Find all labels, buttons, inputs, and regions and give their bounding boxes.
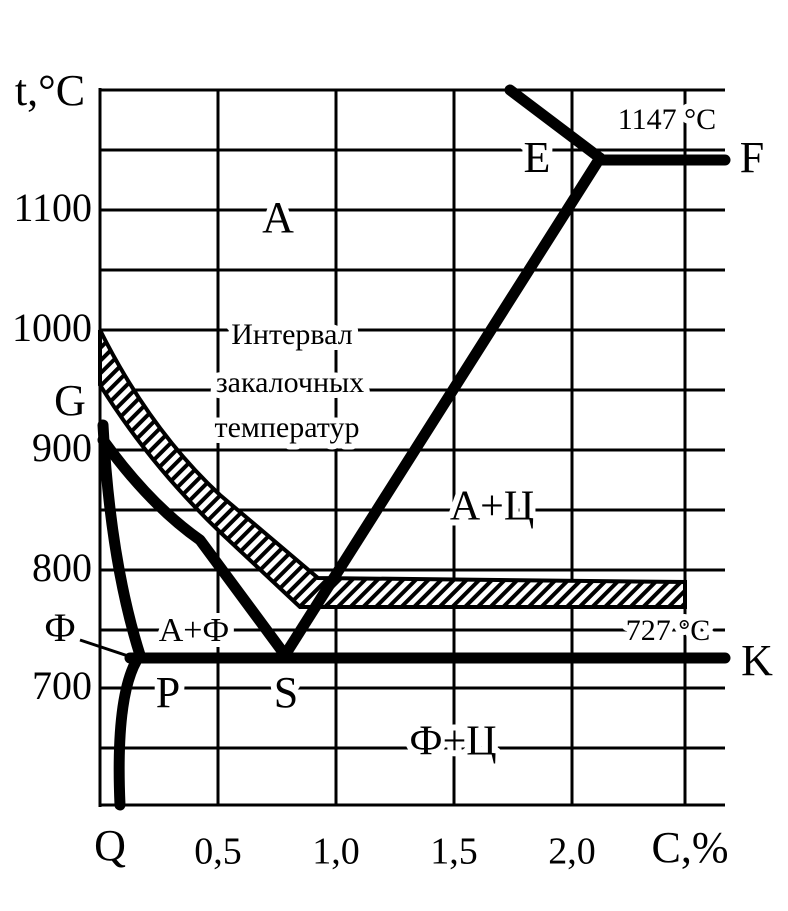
phase-lines <box>79 84 731 811</box>
labels: t,°C 1100 1000 900 800 700 Q 0,5 1,0 1,5… <box>6 60 773 873</box>
y-tick-label: 1000 <box>12 305 92 350</box>
region-label: A+Ц <box>450 484 534 530</box>
x-tick-label: Q <box>94 821 126 870</box>
interval-label: закалочных <box>216 366 364 399</box>
point-label: S <box>274 668 298 717</box>
point-label: K <box>741 636 773 685</box>
temperature-label: 727 °C <box>626 614 711 647</box>
interval-label: температур <box>214 411 359 444</box>
x-tick-label: 1,5 <box>430 831 478 873</box>
region-label: Ф+Ц <box>409 719 496 765</box>
x-tick-label: 0,5 <box>194 831 242 873</box>
point-label: P <box>156 668 180 717</box>
y-tick-label: 900 <box>32 425 92 470</box>
y-tick-label: 800 <box>32 545 92 590</box>
x-axis-label: C,% <box>652 823 729 872</box>
point-label: E <box>524 133 551 182</box>
y-axis-label: t,°C <box>15 66 85 115</box>
temperature-label: 1147 °C <box>618 103 716 136</box>
y-tick-label: 700 <box>32 663 92 708</box>
region-label: A+Ф <box>159 612 230 649</box>
x-tick-label: 2,0 <box>548 831 596 873</box>
point-label: Ф <box>44 605 76 650</box>
hardening-band <box>98 329 687 609</box>
region-label: A <box>262 193 294 242</box>
point-label: F <box>740 133 764 182</box>
x-tick-label: 1,0 <box>312 831 360 873</box>
y-tick-label: 1100 <box>13 185 92 230</box>
interval-label: Интервал <box>231 318 352 351</box>
point-label: G <box>54 376 86 425</box>
